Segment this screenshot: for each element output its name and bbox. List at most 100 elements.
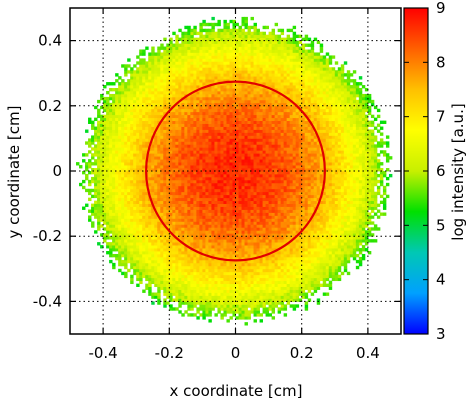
heatmap-cell [223, 206, 227, 210]
heatmap-cell [244, 156, 248, 160]
heatmap-cell [124, 171, 128, 175]
heatmap-cell [202, 150, 206, 154]
heatmap-cell [187, 135, 191, 139]
heatmap-cell [229, 144, 233, 148]
heatmap-cell [160, 144, 164, 148]
heatmap-cell [121, 242, 125, 246]
heatmap-cell [202, 135, 206, 139]
heatmap-cell [109, 123, 113, 127]
heatmap-cell [163, 82, 167, 86]
heatmap-cell [145, 61, 149, 65]
heatmap-cell [205, 129, 209, 133]
heatmap-cell [160, 105, 164, 110]
heatmap-cell [193, 141, 197, 145]
heatmap-cell [145, 248, 149, 252]
heatmap-cell [175, 251, 179, 255]
heatmap-cell [253, 31, 257, 36]
heatmap-cell [178, 271, 182, 276]
heatmap-cell [241, 295, 245, 299]
heatmap-cell [238, 256, 242, 261]
heatmap-cell [259, 304, 263, 308]
heatmap-cell [106, 197, 110, 202]
heatmap-cell [244, 43, 248, 47]
heatmap-cell [115, 194, 119, 199]
heatmap-cell [127, 203, 131, 207]
heatmap-cell [148, 132, 152, 136]
heatmap-cell [262, 197, 266, 202]
heatmap-cell [268, 274, 273, 279]
heatmap-cell [265, 239, 269, 243]
heatmap-cell [172, 268, 176, 273]
heatmap-cell [247, 123, 251, 127]
heatmap-cell [235, 251, 239, 255]
heatmap-cell [265, 90, 269, 95]
heatmap-cell [151, 259, 155, 264]
heatmap-cell [241, 79, 245, 83]
heatmap-cell [109, 132, 113, 136]
heatmap-cell [157, 88, 161, 92]
heatmap-cell [220, 43, 224, 47]
heatmap-cell [265, 203, 269, 207]
heatmap-cell [178, 289, 182, 293]
heatmap-cell [223, 242, 227, 246]
heatmap-cell [127, 197, 131, 202]
heatmap-cell [85, 141, 89, 145]
heatmap-cell [124, 191, 128, 196]
heatmap-cell [211, 185, 215, 190]
heatmap-cell [229, 176, 233, 181]
heatmap-cell [118, 150, 122, 154]
heatmap-cell [223, 120, 227, 124]
heatmap-cell [121, 224, 125, 228]
heatmap-cell [268, 176, 273, 181]
heatmap-cell [127, 90, 131, 95]
heatmap-cell [229, 147, 233, 151]
heatmap-cell [103, 239, 107, 243]
heatmap-cell [235, 173, 239, 178]
heatmap-cell [178, 111, 182, 116]
heatmap-cell [217, 259, 221, 264]
heatmap-cell [205, 200, 209, 204]
heatmap-cell [142, 233, 146, 237]
heatmap-cell [163, 58, 167, 62]
heatmap-cell [97, 191, 101, 196]
heatmap-cell [133, 114, 137, 119]
heatmap-cell [214, 209, 218, 213]
heatmap-cell [166, 90, 170, 95]
heatmap-cell [124, 185, 128, 190]
heatmap-cell [253, 102, 257, 107]
heatmap-cell [259, 58, 263, 62]
heatmap-cell [133, 117, 137, 122]
heatmap-cell [190, 301, 194, 305]
heatmap-cell [205, 233, 209, 237]
heatmap-cell [253, 40, 257, 44]
heatmap-cell [118, 144, 122, 148]
heatmap-cell [220, 82, 224, 86]
heatmap-cell [193, 218, 197, 222]
heatmap-cell [262, 96, 266, 101]
heatmap-cell [187, 268, 191, 273]
heatmap-cell [184, 289, 188, 293]
heatmap-cell [214, 179, 218, 184]
heatmap-cell [247, 176, 251, 181]
heatmap-cell [205, 49, 209, 53]
heatmap-cell [247, 108, 251, 113]
heatmap-cell [226, 194, 230, 199]
heatmap-cell [160, 147, 164, 151]
heatmap-cell [100, 188, 104, 193]
heatmap-cell [208, 188, 212, 193]
heatmap-cell [235, 135, 239, 139]
heatmap-cell [154, 239, 158, 243]
heatmap-cell [193, 283, 197, 287]
heatmap-cell [211, 253, 215, 258]
heatmap-cell [184, 79, 188, 83]
heatmap-cell [136, 123, 140, 127]
heatmap-cell [145, 277, 149, 282]
heatmap-cell [247, 96, 251, 101]
heatmap-cell [133, 85, 137, 89]
heatmap-cell [250, 242, 254, 246]
heatmap-cell [223, 111, 227, 116]
heatmap-cell [217, 248, 221, 252]
heatmap-cell [214, 93, 218, 98]
heatmap-cell [124, 135, 128, 139]
heatmap-cell [247, 135, 251, 139]
